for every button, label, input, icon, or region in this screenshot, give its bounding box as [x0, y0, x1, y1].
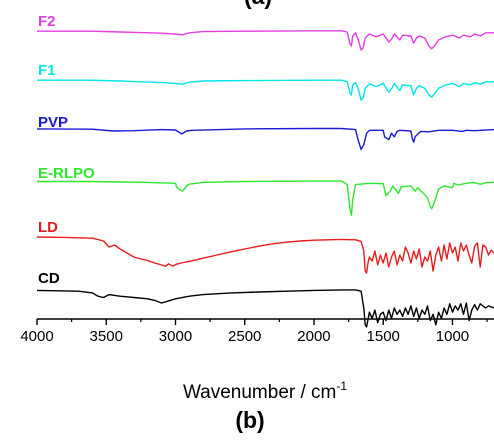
- series-layer: [36, 30, 494, 328]
- x-tick-label-3500: 3500: [90, 328, 123, 345]
- series-label-ld: LD: [38, 219, 58, 236]
- series-label-f2: F2: [38, 13, 56, 30]
- series-line-pvp: [36, 127, 494, 151]
- series-line-ld: [36, 236, 494, 274]
- x-tick-label-1500: 1500: [367, 328, 400, 345]
- series-line-cd: [36, 289, 494, 328]
- x-tick-label-4000: 4000: [20, 328, 53, 345]
- series-label-f1: F1: [38, 62, 56, 79]
- series-line-f1: [37, 79, 494, 101]
- series-line-e-rlpo: [37, 180, 494, 217]
- series-label-pvp: PVP: [38, 114, 68, 131]
- x-ticks: 4000 3500 3000 2500 2000 1500 1000: [20, 319, 488, 345]
- panel-label-top: (a): [244, 0, 272, 9]
- x-tick-label-2000: 2000: [297, 328, 330, 345]
- x-tick-label-1000: 1000: [436, 328, 469, 345]
- panel-label: (b): [235, 407, 264, 433]
- x-tick-label-2500: 2500: [228, 328, 261, 345]
- series-label-e-rlpo: E-RLPO: [38, 165, 95, 182]
- series-line-f2: [37, 30, 494, 51]
- x-tick-label-3000: 3000: [159, 328, 192, 345]
- x-axis-title: Wavenumber / cm-1: [183, 379, 347, 403]
- series-label-cd: CD: [38, 270, 60, 287]
- series-labels: F2 F1 PVP E-RLPO LD CD: [38, 13, 95, 287]
